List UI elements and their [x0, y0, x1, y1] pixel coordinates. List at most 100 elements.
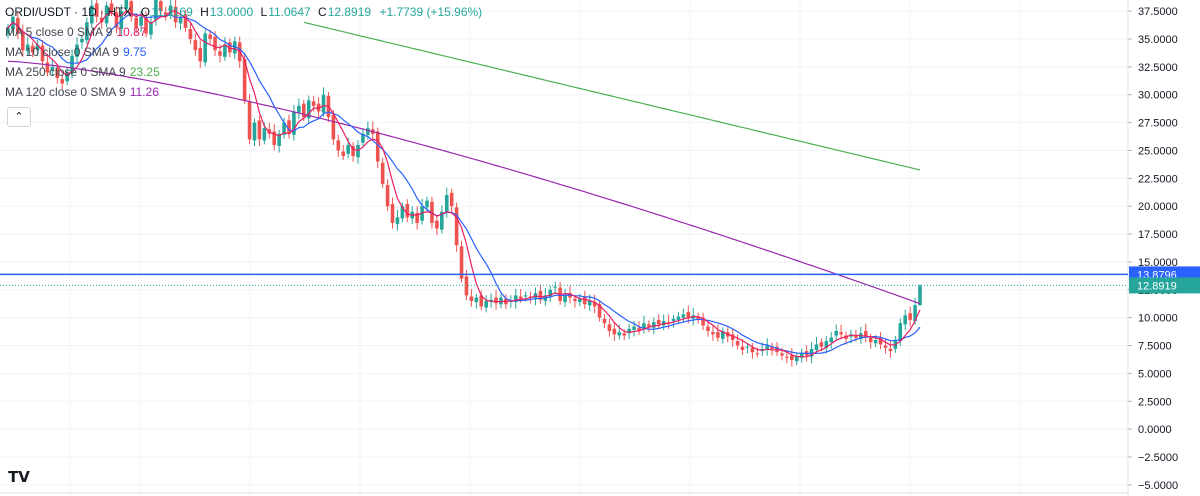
candle-body	[607, 324, 612, 332]
candle-body	[70, 55, 74, 74]
candle-body	[60, 79, 65, 84]
candle-body	[114, 12, 119, 28]
candle-body	[602, 318, 607, 324]
candle-body	[282, 122, 286, 135]
candle-body	[750, 347, 755, 353]
y-tick-label: 0.0000	[1138, 424, 1172, 436]
candle-body	[538, 290, 543, 300]
candle-body	[45, 62, 50, 73]
chart-legend: ORDI/USDT · 1D · HTX O11.1169 H13.0000 L…	[0, 2, 500, 102]
candle-body	[701, 317, 705, 326]
candle-body	[745, 346, 750, 348]
candle-body	[287, 120, 291, 134]
candle-body	[819, 342, 824, 347]
candle-body	[228, 42, 232, 53]
candle-body	[494, 297, 498, 304]
y-tick-label: −2.5000	[1138, 452, 1178, 464]
candle-body	[277, 133, 281, 147]
candle-body	[459, 246, 464, 279]
candle-body	[75, 44, 79, 57]
candle-body	[232, 41, 237, 54]
candle-body	[134, 17, 138, 28]
candle-body	[587, 300, 592, 306]
legend-ma120-row[interactable]: MA 120 close 0 SMA 9 11.26	[0, 82, 500, 102]
ma120-label: MA 120 close 0 SMA 9	[5, 85, 126, 99]
candle-body	[617, 332, 622, 336]
candle-body	[878, 337, 883, 345]
legend-ma250-row[interactable]: MA 250 close 0 SMA 9 23.25	[0, 62, 500, 82]
candle-body	[474, 297, 479, 303]
last-price-label-bg	[1129, 277, 1200, 294]
candle-body	[888, 348, 893, 352]
candle-body	[247, 101, 252, 140]
candle-body	[592, 302, 597, 307]
ma10-label: MA 10 close 0 SMA 9	[5, 45, 120, 59]
y-tick-label: 27.5000	[1138, 118, 1178, 130]
tradingview-logo[interactable]: TV	[8, 468, 30, 486]
candle-body	[479, 295, 484, 307]
candle-body	[400, 206, 405, 219]
ma250-label: MA 250 close 0 SMA 9	[5, 65, 126, 79]
candle-body	[267, 129, 272, 134]
candle-body	[903, 315, 908, 325]
legend-ohlc-row: ORDI/USDT · 1D · HTX O11.1169 H13.0000 L…	[0, 2, 500, 22]
candle-body	[898, 323, 903, 342]
candle-body	[390, 203, 395, 223]
candle-body	[578, 298, 582, 303]
candle-body	[523, 295, 528, 297]
candle-body	[686, 312, 691, 318]
candle-body	[321, 94, 326, 113]
candle-body	[499, 297, 503, 305]
candle-body	[440, 211, 444, 230]
candle-body	[814, 344, 819, 350]
ma5-label: MA 5 close 0 SMA 9	[5, 25, 113, 39]
candle-body	[6, 27, 10, 35]
legend-ma10-row[interactable]: MA 10 close 0 SMA 9 9.75	[0, 42, 500, 62]
legend-ma5-row[interactable]: MA 5 close 0 SMA 9 10.87	[0, 22, 500, 42]
candle-body	[425, 200, 429, 208]
candle-body	[829, 337, 834, 343]
high-key: H	[200, 5, 209, 19]
close-value: 12.8919	[327, 5, 372, 19]
y-tick-label: −5.0000	[1138, 480, 1178, 492]
close-key: C	[318, 5, 327, 19]
candle-body	[548, 289, 553, 297]
candle-body	[656, 319, 661, 325]
candle-body	[824, 341, 829, 348]
candle-body	[637, 327, 641, 332]
candle-body	[711, 332, 715, 335]
candle-body	[297, 105, 301, 113]
candle-body	[716, 332, 720, 338]
candle-body	[65, 72, 69, 82]
candle-body	[366, 128, 370, 135]
last-price-label: 12.8919	[1137, 280, 1177, 292]
low-value: 11.0647	[268, 5, 311, 19]
candle-body	[385, 185, 390, 207]
candle-body	[139, 16, 143, 26]
candle-body	[292, 111, 296, 135]
candle-body	[612, 328, 617, 335]
candle-body	[99, 17, 104, 23]
candle-body	[721, 331, 725, 339]
candle-body	[183, 14, 188, 28]
candle-body	[696, 316, 700, 320]
candle-body	[331, 114, 336, 140]
candle-body	[351, 146, 355, 157]
candle-body	[154, 0, 158, 21]
candle-body	[163, 12, 168, 17]
y-tick-label: 32.5000	[1138, 62, 1178, 74]
candle-body	[203, 33, 207, 63]
candle-body	[375, 131, 380, 162]
collapse-legend-button[interactable]: ⌃	[7, 107, 31, 127]
candle-body	[809, 348, 814, 357]
candle-body	[35, 44, 40, 51]
candle-body	[780, 353, 784, 356]
high-value: 13.0000	[209, 5, 254, 19]
candle-body	[627, 328, 631, 334]
low-key: L	[260, 5, 268, 19]
symbol-title[interactable]: ORDI/USDT · 1D · HTX	[5, 5, 132, 19]
candle-body	[913, 305, 917, 322]
candle-body	[168, 5, 173, 15]
